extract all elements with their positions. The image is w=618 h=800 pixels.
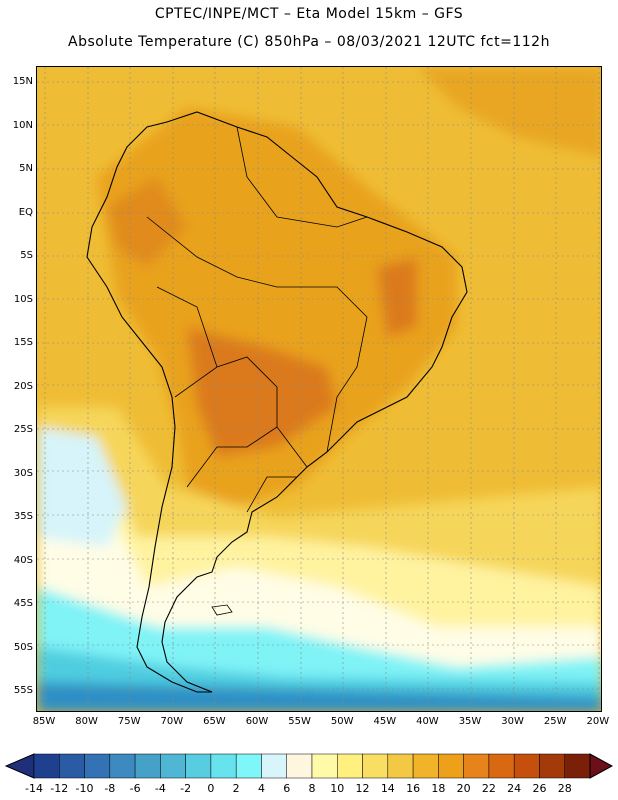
colorbar-label: -10: [75, 782, 94, 795]
colorbar-swatch: [59, 753, 85, 779]
lon-label: 40W: [416, 716, 439, 727]
lat-label: 45S: [13, 598, 33, 609]
colorbar-label: 22: [481, 782, 496, 795]
colorbar-label: 24: [507, 782, 522, 795]
lon-label: 45W: [373, 716, 397, 727]
colorbar-swatch: [539, 753, 565, 779]
colorbar-swatch: [387, 753, 414, 779]
lat-label: 25S: [13, 424, 33, 435]
lat-label: 55S: [13, 685, 33, 696]
colorbar-swatch: [362, 753, 389, 779]
colorbar-swatch: [185, 753, 212, 779]
lon-label: 20W: [586, 716, 610, 727]
colorbar: [4, 753, 614, 779]
hot-ne-zone: [377, 257, 417, 337]
map-title: CPTEC/INPE/MCT – Eta Model 15km – GFS: [154, 6, 464, 22]
south-america-outline: [86, 111, 468, 693]
lat-label: 20S: [13, 380, 33, 392]
colorbar-swatch: [109, 753, 136, 779]
colorbar-swatch: [488, 753, 515, 779]
lon-label: 55W: [288, 716, 311, 727]
lon-label: 25W: [543, 716, 567, 727]
colorbar-label: -14: [25, 782, 43, 795]
graticule: [37, 67, 601, 711]
lat-label: 5S: [20, 250, 33, 261]
lon-label: 35W: [458, 716, 482, 727]
colorbar-swatch: [84, 753, 111, 779]
colorbar-label: 14: [380, 782, 395, 795]
colorbar-label: 10: [330, 782, 345, 795]
lon-label: 75W: [117, 716, 141, 727]
lon-label: 85W: [32, 716, 56, 727]
colorbar-label: 20: [456, 782, 471, 795]
lon-label: 65W: [203, 716, 226, 727]
colorbar-swatch: [261, 753, 287, 779]
colorbar-swatch: [134, 753, 161, 779]
country-borders: [146, 126, 368, 513]
colorbar-swatch: [160, 753, 186, 779]
colorbar-label: 16: [406, 782, 421, 795]
colorbar-swatch: [311, 753, 338, 779]
map-canvas: [37, 67, 601, 711]
hot-nw-zone: [107, 177, 187, 267]
lat-label: 40S: [13, 554, 33, 566]
map-subtitle: Absolute Temperature (C) 850hPa – 08/03/…: [68, 34, 550, 50]
colorbar-swatch: [33, 753, 60, 779]
colorbar-swatch: [412, 753, 439, 779]
colorbar-label: 0: [207, 782, 215, 795]
colorbar-swatch: [235, 753, 262, 779]
colorbar-label: -12: [50, 782, 69, 795]
lat-label: 10S: [13, 293, 33, 305]
lon-label: 70W: [160, 716, 184, 727]
pacific-cold-zone: [37, 427, 127, 547]
colorbar-label: 28: [557, 782, 572, 795]
temperature-map: [36, 66, 602, 712]
colorbar-swatch: [463, 753, 490, 779]
colorbar-label: -2: [180, 782, 192, 795]
colorbar-label: 4: [257, 782, 265, 795]
hot-core-zone: [187, 327, 337, 457]
lon-label: 50W: [330, 716, 354, 727]
lon-label: 80W: [75, 716, 98, 727]
lon-label: 60W: [245, 716, 269, 727]
colorbar-label: 6: [283, 782, 291, 795]
colorbar-label: -6: [129, 782, 141, 795]
colorbar-label: -4: [154, 782, 166, 795]
colorbar-high-arrow: [589, 753, 614, 779]
colorbar-swatch: [564, 753, 591, 779]
colorbar-swatch: [210, 753, 237, 779]
lat-label: 10N: [12, 119, 33, 131]
colorbar-swatch: [286, 753, 313, 779]
lat-label: 5N: [19, 163, 33, 174]
lat-label: EQ: [18, 206, 33, 218]
lat-label: 50S: [13, 641, 33, 653]
colorbar-label: 26: [532, 782, 547, 795]
warm-atlantic-zone: [417, 67, 601, 157]
colorbar-label: 18: [431, 782, 446, 795]
lat-label: 30S: [13, 467, 33, 479]
colorbar-label: -8: [104, 782, 116, 795]
colorbar-low-arrow: [4, 753, 35, 779]
colorbar-label: 2: [232, 782, 240, 795]
colorbar-label: 8: [308, 782, 316, 795]
tropical-land-zone: [97, 107, 457, 507]
colorbar-swatch: [513, 753, 540, 779]
colorbar-label: 12: [355, 782, 370, 795]
lon-label: 30W: [501, 716, 524, 727]
colorbar-swatch: [438, 753, 464, 779]
colorbar-swatch: [337, 753, 363, 779]
lat-label: 15N: [12, 76, 33, 87]
falkland-islands: [211, 604, 233, 616]
lat-label: 35S: [13, 511, 33, 522]
lat-label: 15S: [13, 337, 33, 348]
